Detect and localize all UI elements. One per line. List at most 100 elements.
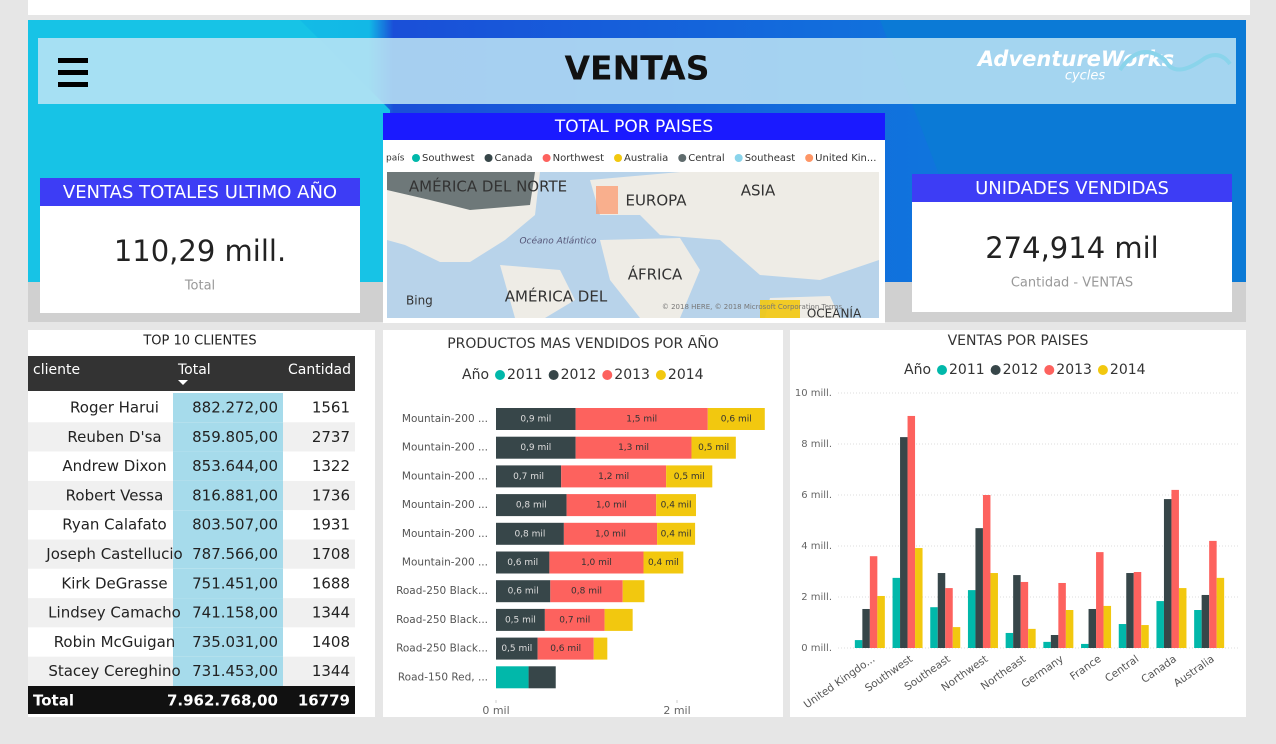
highlight-cell xyxy=(173,656,283,686)
map-legend: país xyxy=(386,154,405,164)
menu-icon[interactable] xyxy=(58,58,88,87)
bar-segment xyxy=(496,637,538,660)
bar-segment xyxy=(566,494,657,517)
highlight-cell xyxy=(173,598,283,628)
bar-segment xyxy=(575,436,692,459)
y-tick-label: Road-250 Black... xyxy=(396,614,488,626)
bar-segment xyxy=(549,551,644,574)
bar xyxy=(1028,628,1036,648)
total-cell: Total xyxy=(33,692,74,710)
bar xyxy=(945,588,953,648)
bar xyxy=(915,548,923,648)
bar xyxy=(982,495,991,648)
map-label: ASIA xyxy=(741,182,776,200)
highlight-cell xyxy=(173,627,283,657)
value-label: 0,6 mil xyxy=(507,558,538,568)
bar xyxy=(869,556,878,648)
cell: 859.805,00 xyxy=(192,428,278,446)
bar xyxy=(967,590,976,648)
header-cell xyxy=(173,356,283,391)
legend-label: 2013 xyxy=(1056,362,1092,378)
bar xyxy=(952,627,961,648)
bar-segment xyxy=(666,465,713,488)
highlight-cell xyxy=(173,510,283,540)
kpi-header xyxy=(40,178,360,206)
legend-label: 2014 xyxy=(668,367,704,383)
bar xyxy=(1171,489,1179,648)
kpi-caption: Total xyxy=(184,279,215,294)
value-label: 0,4 mil xyxy=(648,558,679,568)
value-label: 0,5 mil xyxy=(674,472,705,482)
bar-segment xyxy=(496,465,562,488)
legend-title: país xyxy=(386,154,405,164)
bar-segment xyxy=(575,408,708,430)
bar xyxy=(1163,499,1172,648)
value-label: 0,6 mil xyxy=(508,587,539,597)
bar-segment xyxy=(537,637,594,660)
map-label: EUROPA xyxy=(625,192,687,210)
logo-sub: cycles xyxy=(1065,69,1106,84)
bar xyxy=(930,607,938,648)
bar xyxy=(1209,540,1217,648)
bar xyxy=(1058,582,1066,648)
bar xyxy=(1013,575,1021,648)
bar-segment xyxy=(496,436,576,459)
cell: Lindsey Camacho xyxy=(48,604,181,622)
legend-label: Southeast xyxy=(745,153,796,164)
bar xyxy=(862,608,870,648)
x-tick-label: 2 mil xyxy=(663,704,690,717)
legend-marker xyxy=(602,370,613,380)
value-label: 0,6 mil xyxy=(550,644,581,654)
map-copyright: © 2018 HERE, © 2018 Microsoft Corporatio… xyxy=(662,303,843,311)
y-tick-label: Mountain-200 ... xyxy=(402,413,488,425)
value-label: 0,7 mil xyxy=(513,472,544,482)
legend-marker xyxy=(990,365,1001,375)
map-label: Océano Atlántico xyxy=(519,236,597,247)
bar xyxy=(900,437,908,648)
title-bar xyxy=(38,38,1236,104)
legend-label: Canada xyxy=(495,153,533,164)
value-label: 0,4 mil xyxy=(661,529,692,539)
y-tick-label: Mountain-200 ... xyxy=(402,499,488,511)
legend-label: 2012 xyxy=(1003,362,1039,378)
bar xyxy=(877,595,885,648)
cell: Ryan Calafato xyxy=(62,516,167,534)
bar xyxy=(1065,610,1074,648)
bar-segment xyxy=(563,522,658,545)
value-label: 1,0 mil xyxy=(595,529,626,539)
legend-marker xyxy=(678,154,687,162)
page-title: VENTAS xyxy=(565,49,710,88)
cell: 882.272,00 xyxy=(192,399,278,417)
value-label: 1,5 mil xyxy=(626,415,657,425)
total-row xyxy=(28,686,355,714)
highlight-cell xyxy=(173,568,283,599)
cell: 803.507,00 xyxy=(192,516,278,534)
cell: 735.031,00 xyxy=(192,633,278,651)
y-tick-label: Mountain-200 ... xyxy=(402,557,488,569)
kpi-header xyxy=(912,174,1232,202)
bar-segment xyxy=(550,580,623,603)
bar xyxy=(1194,610,1202,648)
legend-marker xyxy=(548,370,559,380)
cell: 2737 xyxy=(312,428,350,446)
y-tick-label: Mountain-200 ... xyxy=(402,528,488,540)
value-label: 0,8 mil xyxy=(514,529,545,539)
cell: 787.566,00 xyxy=(192,545,278,563)
legend-marker xyxy=(734,154,743,162)
map-title: TOTAL POR PAISES xyxy=(554,117,713,137)
bar-segment xyxy=(496,551,550,574)
bar-segment xyxy=(496,408,576,430)
legend-label: 2012 xyxy=(561,367,597,383)
bar-segment xyxy=(604,608,633,631)
legend-title: Año xyxy=(904,362,931,378)
value-label: 0,7 mil xyxy=(559,615,590,625)
bar-segment xyxy=(593,637,608,660)
column-header: Total xyxy=(177,362,211,378)
value-label: 0,9 mil xyxy=(520,443,551,453)
bar xyxy=(1050,634,1059,648)
highlight-cell xyxy=(173,451,283,481)
kpi-title: UNIDADES VENDIDAS xyxy=(975,178,1169,199)
y-tick-label: Road-150 Red, ... xyxy=(398,671,488,683)
cell: 731.453,00 xyxy=(192,662,278,680)
